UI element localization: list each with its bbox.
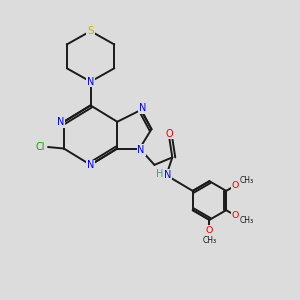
Text: N: N	[57, 117, 64, 127]
Text: CH₃: CH₃	[240, 176, 254, 185]
Text: CH₃: CH₃	[240, 216, 254, 225]
Text: N: N	[139, 103, 146, 113]
Text: O: O	[232, 181, 239, 190]
Text: N: N	[137, 145, 145, 155]
Text: Cl: Cl	[35, 142, 45, 152]
Text: O: O	[166, 129, 173, 139]
Text: N: N	[164, 170, 172, 180]
Text: N: N	[87, 76, 94, 87]
Text: CH₃: CH₃	[202, 236, 217, 245]
Text: O: O	[232, 211, 239, 220]
Text: H: H	[156, 169, 164, 179]
Text: O: O	[206, 226, 213, 235]
Text: S: S	[87, 26, 94, 36]
Text: N: N	[87, 160, 94, 170]
